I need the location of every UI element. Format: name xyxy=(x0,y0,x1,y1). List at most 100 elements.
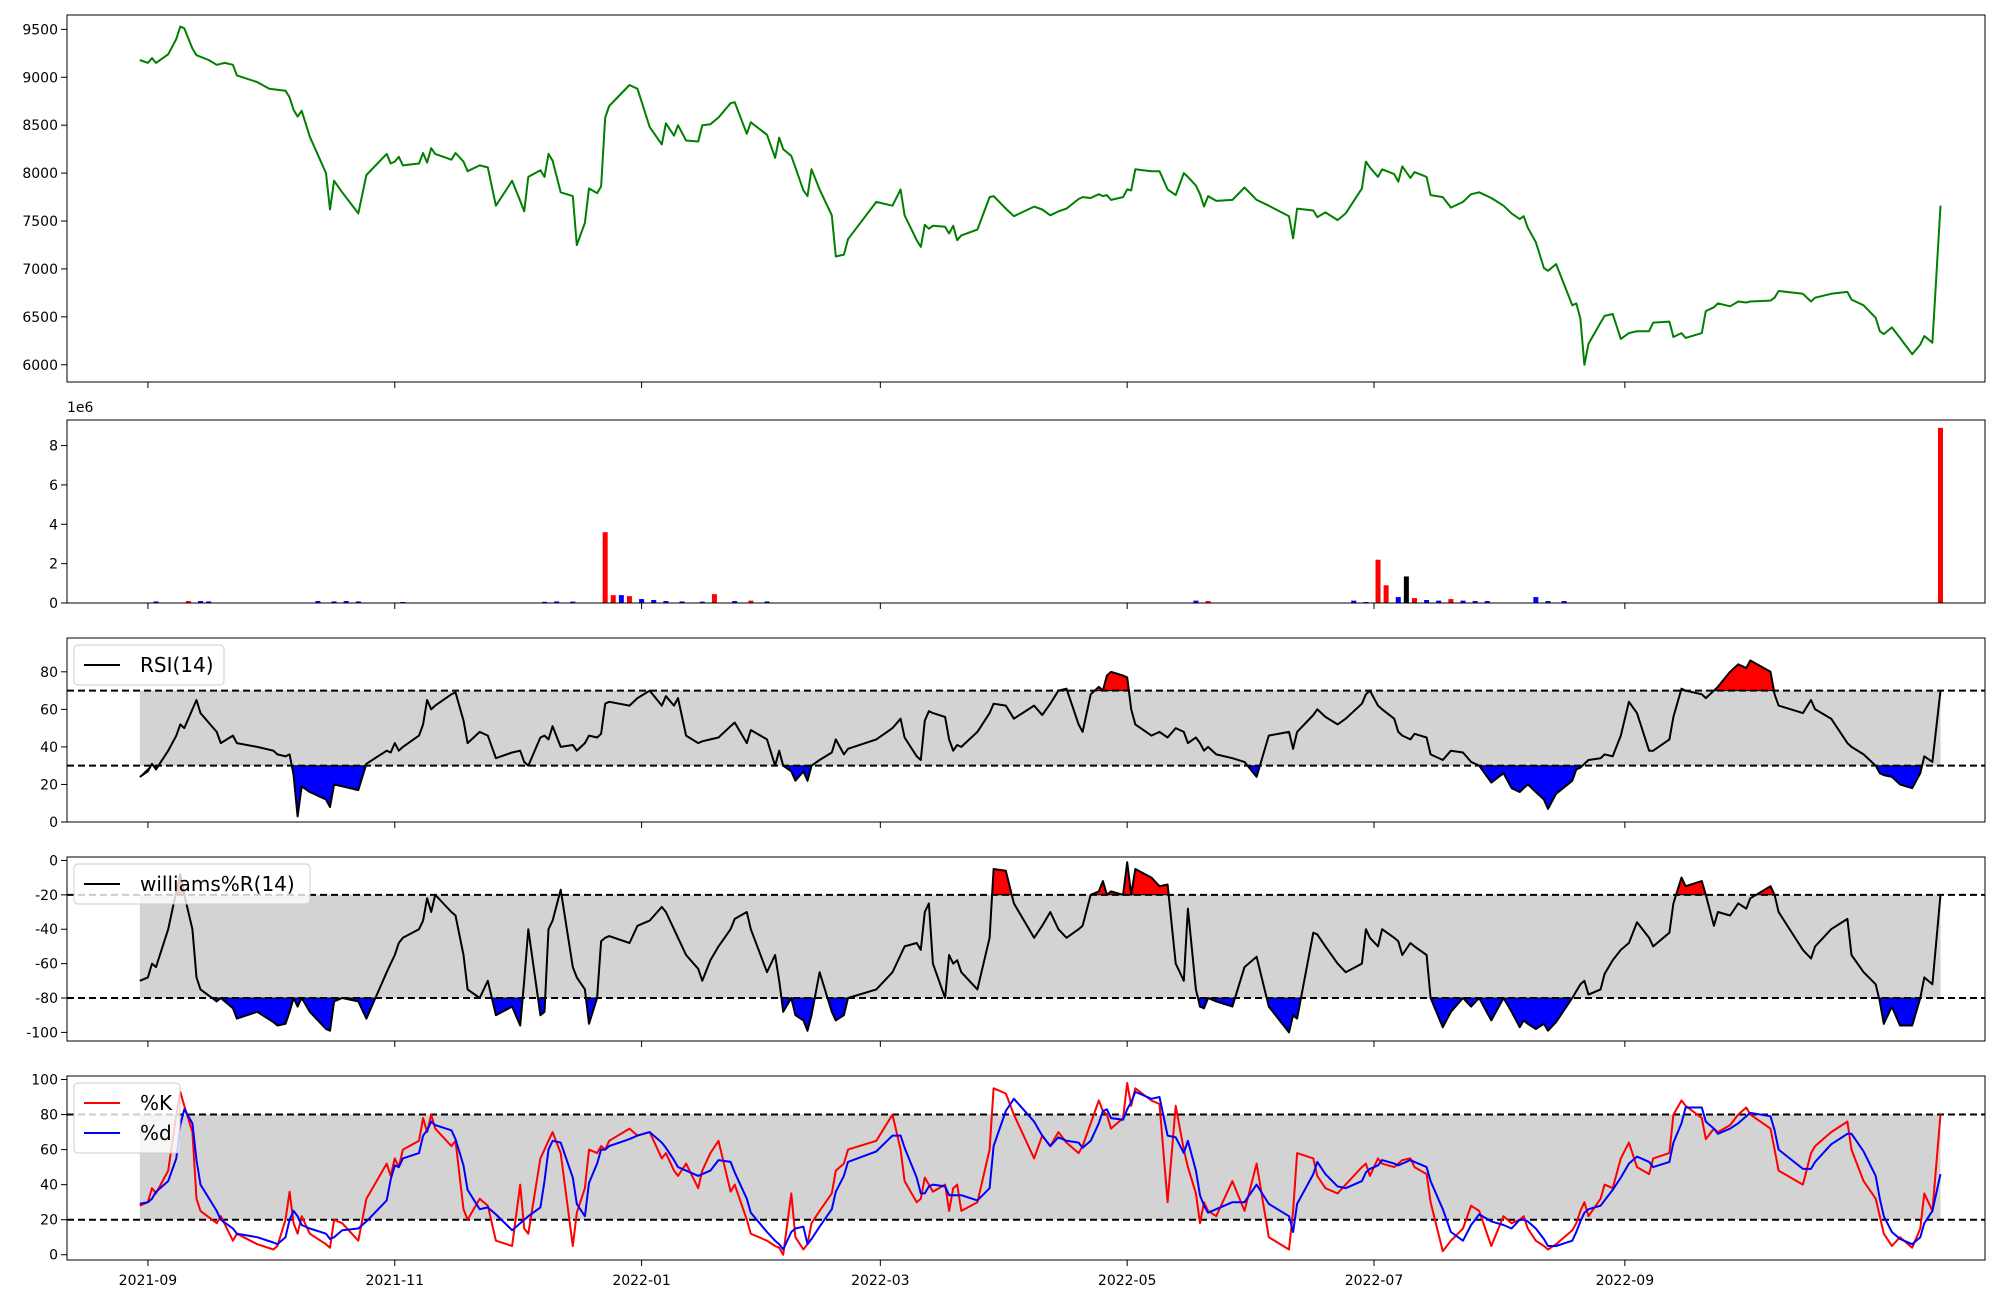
volume-bar xyxy=(1436,600,1442,603)
volume-bar xyxy=(570,601,576,603)
price-ytick-label: 8000 xyxy=(22,166,58,182)
volume-bar xyxy=(198,601,204,603)
xtick-label: 2022-03 xyxy=(851,1273,910,1289)
rsi-overbought-fill xyxy=(1712,659,1775,692)
volume-bar xyxy=(1561,601,1567,603)
volume-bar xyxy=(1424,600,1430,603)
volume-bar xyxy=(1411,598,1417,603)
volume-bar xyxy=(1193,600,1199,603)
volume-bar xyxy=(206,601,212,603)
rsi-axes-frame xyxy=(66,637,1986,823)
volume-bar xyxy=(1460,600,1466,603)
volume-ytick-label: 6 xyxy=(49,478,58,494)
volume-ytick-label: 0 xyxy=(49,596,58,612)
volume-bar xyxy=(1383,585,1389,603)
legend-label: williams%R(14) xyxy=(140,872,295,896)
volume-bar xyxy=(602,532,608,603)
xtick-label: 2021-11 xyxy=(366,1273,425,1289)
volume-bar xyxy=(1403,576,1409,603)
volume-bar xyxy=(732,601,738,603)
volume-bar xyxy=(1484,601,1490,603)
rsi-legend-box xyxy=(73,644,225,686)
xtick-label: 2021-09 xyxy=(119,1273,178,1289)
volume-axes-frame xyxy=(66,419,1986,604)
rsi-ytick-label: 60 xyxy=(40,702,58,718)
volume-bar xyxy=(541,601,547,603)
xtick-label: 2022-05 xyxy=(1098,1273,1157,1289)
stochastic-legend: %K %d xyxy=(73,1082,181,1154)
stochastic-ytick-label: 40 xyxy=(40,1178,58,1194)
stochastic-legend-box xyxy=(73,1082,181,1154)
rsi-ytick-label: 80 xyxy=(40,665,58,681)
stochastic-axes-frame xyxy=(66,1075,1986,1261)
volume-bar xyxy=(679,601,685,603)
williams-overbought-fill xyxy=(1130,868,1170,896)
price-ytick-label: 8500 xyxy=(22,118,58,134)
rsi-oversold-fill xyxy=(291,765,367,817)
price-ytick-label: 9500 xyxy=(22,22,58,38)
price-ytick-label: 6500 xyxy=(22,310,58,326)
stochastic-ytick-label: 100 xyxy=(31,1073,58,1089)
volume-bar xyxy=(1395,597,1401,603)
volume-bar xyxy=(1472,601,1478,603)
volume-bar xyxy=(711,594,717,603)
volume-bar xyxy=(1205,601,1211,603)
volume-bar xyxy=(1448,599,1454,603)
volume-bar xyxy=(1937,427,1943,603)
stochastic-ytick-label: 20 xyxy=(40,1213,58,1229)
rsi-14--series-line xyxy=(139,659,1942,818)
williams-ytick-label: -60 xyxy=(35,957,58,973)
volume-bar xyxy=(1351,600,1357,603)
stochastic-ytick-label: 0 xyxy=(49,1248,58,1264)
rsi-ytick-label: 40 xyxy=(40,740,58,756)
volume-bar xyxy=(699,601,705,603)
legend-label: RSI(14) xyxy=(140,653,214,677)
price-ytick-label: 9000 xyxy=(22,70,58,86)
price-ytick-label: 7000 xyxy=(22,262,58,278)
williams-oversold-fill xyxy=(1478,997,1505,1022)
legend-label: %K xyxy=(140,1091,173,1115)
rsi-legend: RSI(14) xyxy=(73,644,225,686)
xtick-label: 2022-01 xyxy=(612,1273,671,1289)
williams-legend-box xyxy=(73,863,311,905)
xtick-label: 2022-07 xyxy=(1345,1273,1404,1289)
volume-bar xyxy=(1545,601,1551,603)
volume-ytick-label: 8 xyxy=(49,439,58,455)
volume-offset-text: 1e6 xyxy=(67,400,94,416)
rsi-ytick-label: 0 xyxy=(49,815,58,831)
williams-legend: williams%R(14) xyxy=(73,863,311,905)
price-ytick-label: 7500 xyxy=(22,214,58,230)
williams-panel: -100 -80 -60 -40 -20 0 williams%R(14) xyxy=(26,853,1986,1047)
price-panel: 6000 6500 7000 7500 8000 8500 9000 9500 xyxy=(22,14,1986,388)
volume-bar xyxy=(651,600,657,603)
-d-series-line xyxy=(139,1090,1942,1251)
volume-bar xyxy=(610,595,616,603)
volume-bar xyxy=(663,601,669,603)
volume-bar xyxy=(331,601,337,603)
volume-bar xyxy=(764,601,770,603)
price-series-line xyxy=(139,25,1942,366)
williams-ytick-label: -40 xyxy=(35,922,58,938)
williams-band xyxy=(139,894,1941,999)
williams-ytick-label: -100 xyxy=(26,1025,58,1041)
volume-bar xyxy=(626,596,632,603)
williams-ytick-label: -20 xyxy=(35,888,58,904)
volume-ytick-label: 4 xyxy=(49,517,58,533)
williams-ytick-label: 0 xyxy=(49,853,58,869)
volume-bar xyxy=(315,601,321,603)
price-axes-frame xyxy=(66,14,1986,383)
volume-bar xyxy=(618,595,624,603)
volume-ytick-label: 2 xyxy=(49,557,58,573)
volume-bar xyxy=(1375,559,1381,603)
volume-bar xyxy=(185,601,191,603)
volume-bar xyxy=(355,601,361,603)
rsi-panel: 0 20 40 60 80 RSI(14) xyxy=(40,637,1986,831)
williams-r-14--series-line xyxy=(139,861,1942,1034)
legend-label: %d xyxy=(140,1121,172,1145)
stochastic-ytick-label: 80 xyxy=(40,1108,58,1124)
xtick-label: 2022-09 xyxy=(1596,1273,1655,1289)
volume-bar xyxy=(1533,597,1539,603)
volume-panel: 0 2 4 6 8 1e6 xyxy=(49,400,1986,612)
